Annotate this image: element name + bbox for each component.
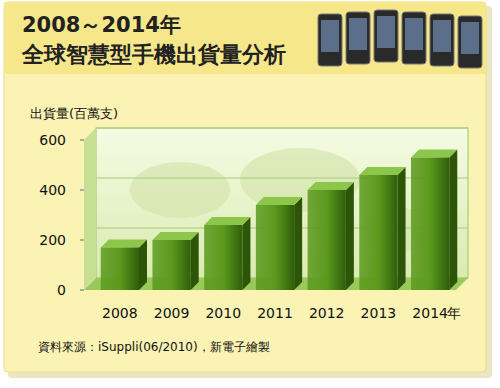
x-tick-label: 2011 (257, 305, 293, 321)
chart: 2008～2014年全球智慧型手機出貨量分析出貨量(百萬支) 0 200 400 600… (0, 0, 500, 388)
x-tick-label: 2010 (205, 305, 241, 321)
bar-side (398, 167, 406, 290)
bar-side (346, 182, 354, 290)
phone-icon (402, 12, 426, 64)
phone-screen (461, 22, 479, 54)
x-tick-label: 2009 (154, 305, 190, 321)
tick-mark (80, 290, 84, 291)
bar (411, 158, 449, 291)
note (4, 2, 486, 372)
tick-mark (80, 240, 84, 241)
phone-icon (430, 14, 454, 66)
bar-top (359, 167, 405, 175)
bar (256, 205, 294, 290)
phone-screen (349, 18, 367, 50)
phone-screen (405, 18, 423, 50)
tick-mark (80, 190, 84, 191)
phone-icon (346, 12, 370, 64)
bar (308, 190, 346, 290)
bar (152, 240, 190, 290)
bar-side (139, 240, 147, 291)
bars (101, 150, 458, 291)
grid-line (96, 128, 468, 129)
x-tick-label: 2014 (412, 305, 448, 321)
bar-top (308, 182, 354, 190)
bar-side (191, 232, 199, 290)
bar-side (449, 150, 457, 291)
tick-mark (80, 140, 84, 141)
map-decor (130, 162, 230, 218)
y-tick-label: 600 (39, 132, 66, 148)
y-tick-label: 400 (39, 182, 66, 198)
y-tick-label: 0 (57, 282, 66, 298)
phone-screen (321, 20, 339, 52)
bar-top (101, 240, 147, 248)
bar (101, 248, 139, 291)
bar-side (294, 197, 302, 290)
phone-icon (318, 14, 342, 66)
bar-side (242, 217, 250, 290)
bar-top (204, 217, 250, 225)
subtitle: 全球智慧型手機出貨量分析 (21, 42, 286, 67)
phone-screen (377, 16, 395, 48)
bar (359, 175, 397, 290)
phone-icon (374, 10, 398, 62)
bar (204, 225, 242, 290)
title-band (4, 2, 486, 74)
bar-top (256, 197, 302, 205)
x-axis-label: 年 (447, 305, 461, 321)
phone-icon (458, 16, 482, 68)
x-tick-label: 2008 (102, 305, 138, 321)
phone-screen (433, 20, 451, 52)
bar-top (411, 150, 457, 158)
x-tick-label: 2013 (361, 305, 397, 321)
y-tick-label: 200 (39, 232, 66, 248)
x-tick-label: 2012 (309, 305, 345, 321)
plot-side-wall (84, 128, 96, 290)
bar-top (152, 232, 198, 240)
source: 資料來源：iSuppli(06/2010)，新電子繪製 (38, 340, 270, 354)
title: 2008～2014年 (22, 13, 181, 37)
y-axis-label: 出貨量(百萬支) (30, 106, 118, 121)
